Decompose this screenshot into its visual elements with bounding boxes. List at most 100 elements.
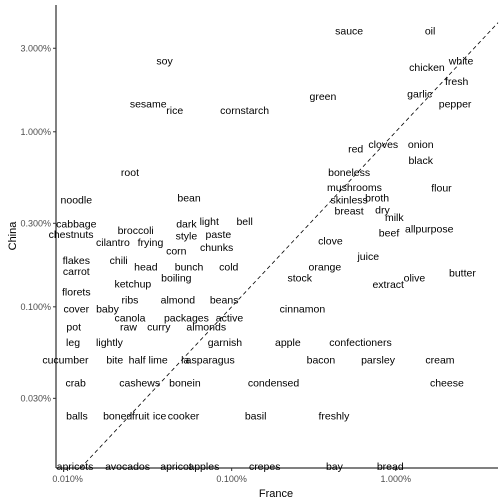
word-label-oil: oil <box>425 25 436 37</box>
word-label-fruit: fruit <box>132 410 150 422</box>
word-label-boned: boned <box>103 410 132 422</box>
y-tick-label: 0.100% <box>20 302 51 312</box>
word-label-red: red <box>348 144 363 156</box>
word-label-balls: balls <box>66 410 88 422</box>
word-label-confectioners: confectioners <box>329 337 391 349</box>
word-label-chicken: chicken <box>409 62 445 74</box>
word-label-white: white <box>448 56 474 68</box>
word-label-black: black <box>408 155 433 167</box>
word-label-leg: leg <box>66 337 80 349</box>
word-label-basil: basil <box>245 410 267 422</box>
word-label-cheese: cheese <box>430 377 464 389</box>
word-label-clove: clove <box>318 235 343 247</box>
word-label-la: la <box>181 355 189 367</box>
word-label-ketchup: ketchup <box>114 278 151 290</box>
word-label-almond: almond <box>161 295 196 307</box>
word-label-sesame: sesame <box>130 99 167 111</box>
word-label-broccoli: broccoli <box>118 225 154 237</box>
word-label-soy: soy <box>156 56 173 68</box>
word-label-almonds: almonds <box>186 322 226 334</box>
word-label-florets: florets <box>62 287 91 299</box>
word-label-apples: apples <box>188 461 219 473</box>
word-label-milk: milk <box>385 212 404 224</box>
word-label-cold: cold <box>219 261 238 273</box>
word-label-boiling: boiling <box>161 273 192 285</box>
word-label-garlic: garlic <box>407 89 432 101</box>
word-label-extract: extract <box>372 279 404 291</box>
word-label-canola: canola <box>114 312 145 324</box>
tick-marks: 0.010% 0.100% 1.000% 0.030% 0.100% 0.300% 1.00… <box>20 43 411 484</box>
word-label-bean: bean <box>177 193 201 205</box>
word-label-pot: pot <box>66 322 81 334</box>
word-label-bunch: bunch <box>175 261 204 273</box>
word-label-crepes: crepes <box>249 461 281 473</box>
word-label-ribs: ribs <box>122 295 139 307</box>
word-label-mushrooms: mushrooms <box>327 182 382 194</box>
word-label-raw: raw <box>120 322 137 334</box>
word-label-fresh: fresh <box>445 76 469 88</box>
word-label-breast: breast <box>335 206 364 218</box>
word-label-style: style <box>176 231 198 243</box>
word-label-cream: cream <box>425 355 454 367</box>
word-label-skinless: skinless <box>330 195 367 207</box>
word-label-apple: apple <box>275 337 301 349</box>
word-label-butter: butter <box>449 268 476 280</box>
word-label-bonein: bonein <box>169 377 201 389</box>
word-label-cashews: cashews <box>119 377 160 389</box>
word-label-orange: orange <box>309 261 342 273</box>
word-label-allpurpose: allpurpose <box>405 224 454 236</box>
y-axis-title: China <box>7 221 19 251</box>
word-label-broth: broth <box>365 193 389 205</box>
word-label-beans: beans <box>210 295 239 307</box>
word-label-frying: frying <box>138 237 164 249</box>
word-label-bacon: bacon <box>307 355 336 367</box>
y-tick-label: 3.000% <box>20 43 51 53</box>
word-label-sauce: sauce <box>335 25 363 37</box>
word-label-carrot: carrot <box>63 266 90 278</box>
word-label-green: green <box>310 91 337 103</box>
word-label-half-lime: half lime <box>129 355 168 367</box>
word-label-avocados: avocados <box>105 461 150 473</box>
word-label-olive: olive <box>404 273 426 285</box>
word-label-crab: crab <box>65 377 86 389</box>
word-label-cilantro: cilantro <box>96 237 130 249</box>
word-label-baby: baby <box>96 303 120 315</box>
word-label-cornstarch: cornstarch <box>220 105 269 117</box>
y-tick-label: 1.000% <box>20 127 51 137</box>
word-label-bell: bell <box>236 216 252 228</box>
word-label-condensed: condensed <box>248 377 300 389</box>
word-label-ice: ice <box>153 410 167 422</box>
word-label-beef: beef <box>379 228 400 240</box>
word-label-cover: cover <box>63 303 89 315</box>
word-label-cooker: cooker <box>168 410 200 422</box>
word-label-cucumber: cucumber <box>42 355 89 367</box>
word-label-curry: curry <box>147 322 171 334</box>
word-label-dry: dry <box>375 204 390 216</box>
y-tick-label: 0.030% <box>20 393 51 403</box>
reference-line-y-equals-x <box>80 22 499 469</box>
word-label-light: light <box>200 216 219 228</box>
word-label-chunks: chunks <box>200 242 233 254</box>
word-label-parsley: parsley <box>361 355 396 367</box>
word-label-cinnamon: cinnamon <box>280 303 326 315</box>
word-label-boneless: boneless <box>328 167 370 179</box>
x-tick-label: 1.000% <box>380 474 411 484</box>
word-label-garnish: garnish <box>208 337 243 349</box>
word-label-bread: bread <box>377 461 404 473</box>
word-label-head: head <box>134 261 158 273</box>
word-label-paste: paste <box>206 229 232 241</box>
word-label-bay: bay <box>326 461 344 473</box>
word-label-chestnuts: chestnuts <box>49 229 94 241</box>
word-label-packages: packages <box>164 312 209 324</box>
x-axis-title: France <box>259 488 293 500</box>
word-label-chili: chili <box>110 255 128 267</box>
word-label-apricot: apricot <box>160 461 192 473</box>
axes <box>55 5 498 469</box>
word-label-onion: onion <box>408 139 434 151</box>
word-label-apricots: apricots <box>57 461 94 473</box>
word-label-corn: corn <box>166 245 187 257</box>
word-label-cloves: cloves <box>368 139 398 151</box>
word-label-rice: rice <box>166 105 183 117</box>
